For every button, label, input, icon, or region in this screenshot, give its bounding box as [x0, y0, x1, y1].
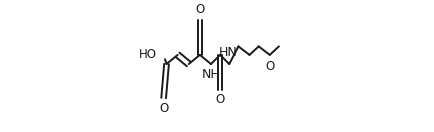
- Text: HO: HO: [139, 48, 157, 61]
- Text: O: O: [215, 93, 224, 106]
- Text: O: O: [195, 3, 204, 16]
- Text: O: O: [159, 102, 168, 115]
- Text: NH: NH: [201, 68, 220, 81]
- Text: O: O: [265, 60, 274, 73]
- Text: HN: HN: [219, 46, 237, 59]
